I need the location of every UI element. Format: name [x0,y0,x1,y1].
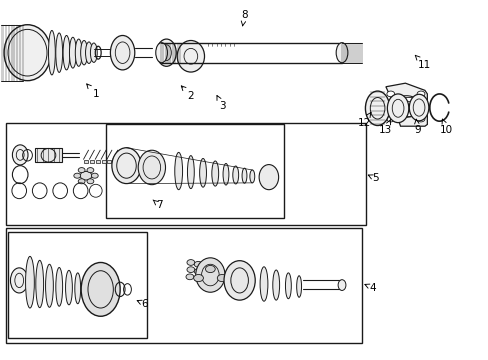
Ellipse shape [335,42,347,63]
Circle shape [193,274,203,282]
Text: 10: 10 [439,119,452,135]
Ellipse shape [296,276,301,297]
Ellipse shape [272,270,279,300]
Circle shape [194,261,202,267]
Ellipse shape [63,36,70,70]
Circle shape [391,96,420,117]
Ellipse shape [232,166,238,184]
Text: 3: 3 [217,95,225,112]
Ellipse shape [65,270,72,305]
Circle shape [416,116,424,122]
Ellipse shape [81,41,87,65]
Ellipse shape [157,39,176,66]
Ellipse shape [285,273,291,299]
Ellipse shape [112,148,141,184]
Ellipse shape [75,273,81,304]
Text: 7: 7 [153,200,162,210]
Ellipse shape [156,42,167,63]
Ellipse shape [56,267,62,306]
Circle shape [186,267,194,273]
Ellipse shape [365,91,389,126]
Circle shape [78,168,85,172]
Bar [35,148,61,162]
Circle shape [74,173,81,178]
Circle shape [87,168,94,172]
Circle shape [87,179,94,184]
Ellipse shape [187,156,194,189]
Circle shape [194,276,202,282]
Ellipse shape [211,161,218,186]
Bar [5,228,361,343]
Text: 2: 2 [181,86,194,101]
Ellipse shape [224,261,255,300]
Ellipse shape [138,150,165,185]
Circle shape [416,91,424,97]
Ellipse shape [25,256,34,308]
Bar [107,159,111,163]
Circle shape [386,116,394,122]
Text: 1: 1 [86,84,99,99]
Circle shape [194,269,202,274]
Ellipse shape [110,36,135,70]
Ellipse shape [249,170,254,183]
Circle shape [217,274,226,282]
Ellipse shape [36,260,43,308]
Bar [84,159,88,163]
Text: 8: 8 [241,10,247,26]
Text: 11: 11 [414,55,430,70]
Ellipse shape [408,94,428,121]
Ellipse shape [199,158,206,187]
Text: 4: 4 [364,283,375,293]
Ellipse shape [386,94,408,123]
Circle shape [80,171,92,180]
Bar [5,123,366,225]
Ellipse shape [75,39,82,66]
Circle shape [205,265,215,273]
Ellipse shape [10,268,28,293]
Circle shape [78,179,85,184]
Bar [90,159,94,163]
Ellipse shape [12,145,28,165]
Ellipse shape [90,43,97,62]
Ellipse shape [56,33,62,72]
Bar [96,159,100,163]
Ellipse shape [174,152,182,190]
Ellipse shape [177,41,204,72]
Circle shape [185,274,193,280]
Ellipse shape [337,280,345,291]
Ellipse shape [223,163,228,185]
Ellipse shape [85,42,92,63]
Bar [105,125,283,218]
Polygon shape [385,83,427,126]
Ellipse shape [195,258,224,292]
Ellipse shape [48,31,55,75]
Text: 5: 5 [367,173,378,183]
Text: 6: 6 [137,299,147,309]
Text: 12: 12 [357,112,370,128]
Bar [8,232,147,338]
Circle shape [386,91,394,97]
Bar [102,159,105,163]
Ellipse shape [259,165,278,190]
Ellipse shape [69,37,76,68]
Ellipse shape [260,267,267,301]
Ellipse shape [242,168,246,183]
Ellipse shape [81,262,120,316]
Text: 9: 9 [413,119,420,135]
Circle shape [91,173,98,178]
Ellipse shape [4,25,51,81]
Ellipse shape [45,264,53,307]
Text: 13: 13 [379,120,392,135]
Circle shape [186,260,194,265]
